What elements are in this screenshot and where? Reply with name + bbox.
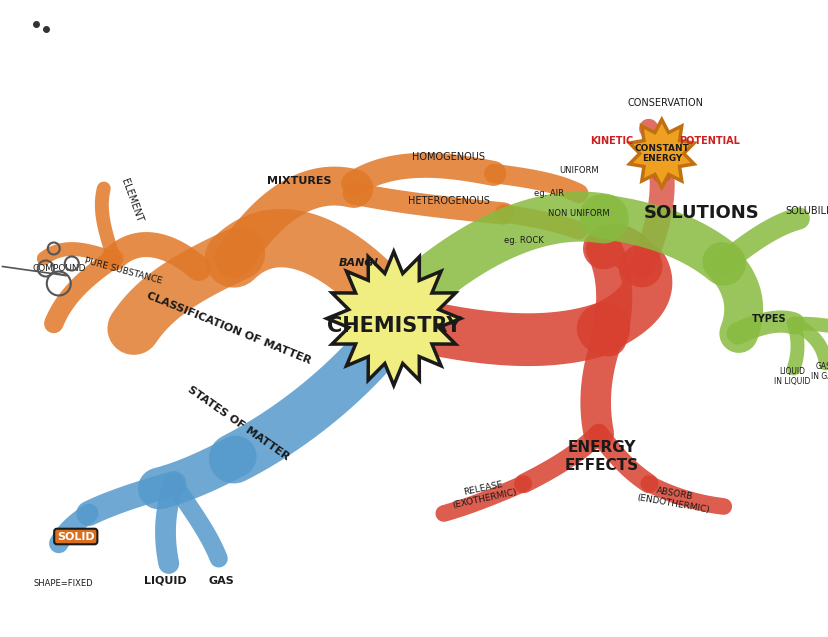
Polygon shape	[326, 252, 460, 385]
Text: CONSERVATION: CONSERVATION	[627, 99, 703, 108]
Text: MIXTURES: MIXTURES	[267, 176, 330, 185]
Text: eg. ROCK: eg. ROCK	[503, 236, 543, 245]
Polygon shape	[628, 120, 693, 187]
Text: SOLID: SOLID	[57, 531, 94, 541]
Text: ENERGY
EFFECTS: ENERGY EFFECTS	[564, 440, 638, 473]
Text: SOLUBILITY: SOLUBILITY	[785, 206, 828, 215]
Text: RELEASE
(EXOTHERMIC): RELEASE (EXOTHERMIC)	[449, 477, 518, 510]
Text: ABSORB
(ENDOTHERMIC): ABSORB (ENDOTHERMIC)	[635, 483, 711, 515]
Text: HETEROGENOUS: HETEROGENOUS	[407, 196, 489, 206]
Text: SOLUTIONS: SOLUTIONS	[643, 204, 758, 222]
Text: TYPES: TYPES	[750, 313, 785, 324]
Text: NON UNIFORM: NON UNIFORM	[547, 209, 609, 218]
Text: POTENTIAL: POTENTIAL	[678, 136, 739, 145]
Text: CLASSIFICATION OF MATTER: CLASSIFICATION OF MATTER	[145, 291, 312, 366]
Text: COMPOUND: COMPOUND	[32, 264, 85, 273]
Text: UNIFORM: UNIFORM	[558, 166, 598, 175]
Text: LIQUID
IN LIQUID: LIQUID IN LIQUID	[773, 367, 809, 386]
Text: ELEMENT: ELEMENT	[119, 177, 144, 224]
Text: HOMOGENOUS: HOMOGENOUS	[412, 152, 484, 162]
Text: PURE SUBSTANCE: PURE SUBSTANCE	[84, 256, 163, 285]
Text: KINETIC: KINETIC	[590, 136, 633, 145]
Text: eg. AIR: eg. AIR	[533, 189, 563, 198]
Text: STATES OF MATTER: STATES OF MATTER	[186, 385, 291, 462]
Text: GAS
IN GAS: GAS IN GAS	[810, 362, 828, 381]
Text: CHEMISTRY: CHEMISTRY	[326, 317, 460, 336]
Text: GAS: GAS	[209, 575, 234, 585]
Text: CONSTANT
ENERGY: CONSTANT ENERGY	[633, 144, 688, 163]
Text: SHAPE=FIXED: SHAPE=FIXED	[34, 579, 94, 588]
Text: BANG!: BANG!	[338, 259, 378, 269]
Text: LIQUID: LIQUID	[144, 575, 187, 585]
